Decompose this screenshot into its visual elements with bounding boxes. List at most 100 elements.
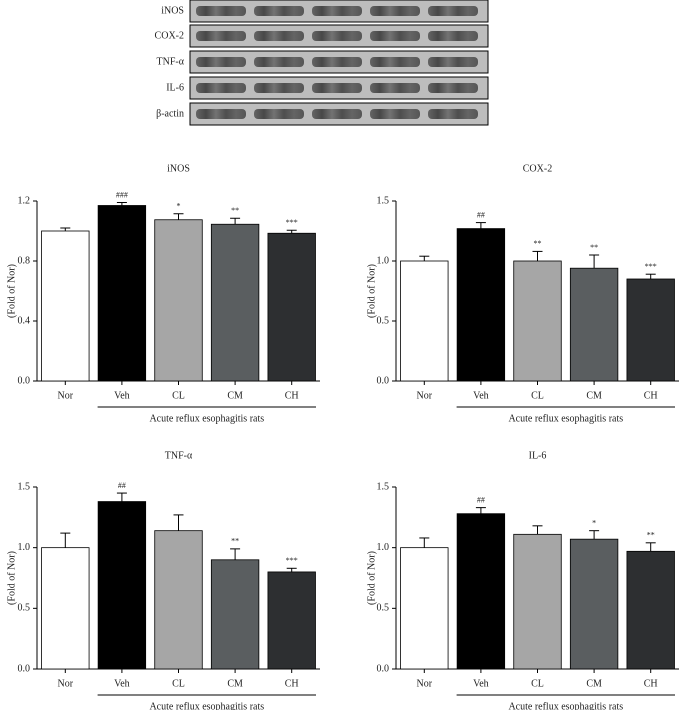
bar [513, 260, 562, 382]
y-tick-label: 0.5 [377, 315, 390, 326]
x-tick-label: CH [285, 678, 299, 689]
x-axis-label: Acute reflux esophagitis rats [149, 413, 264, 424]
significance-label: ** [231, 206, 239, 215]
y-tick-label: 0.5 [377, 603, 390, 614]
bar [626, 278, 675, 382]
blot-band [196, 6, 246, 16]
significance-label: *** [645, 262, 657, 271]
blot-band [312, 109, 362, 119]
significance-label: ** [590, 243, 598, 252]
chart-title: iNOS [167, 163, 190, 174]
x-tick-label: Veh [473, 678, 489, 689]
x-axis-label: Acute reflux esophagitis rats [149, 701, 264, 710]
x-tick-label: CH [644, 390, 658, 401]
bar [210, 559, 260, 670]
y-tick-label: 1.0 [18, 542, 31, 553]
blot-band [254, 109, 304, 119]
bar [267, 571, 316, 670]
x-tick-label: CL [531, 678, 544, 689]
blot-band [196, 31, 246, 41]
significance-label: ** [647, 531, 655, 540]
y-axis-label: (Fold of Nor) [366, 551, 377, 605]
x-tick-label: Nor [58, 390, 74, 401]
bar [41, 230, 90, 382]
x-tick-label: CL [172, 390, 185, 401]
x-tick-label: CM [586, 390, 602, 401]
bar [400, 260, 449, 382]
significance-label: ## [118, 481, 126, 490]
x-tick-label: Veh [114, 390, 130, 401]
blot-label: COX-2 [155, 30, 184, 41]
y-tick-label: 0.8 [18, 255, 31, 266]
bar [41, 547, 90, 670]
y-tick-label: 0.0 [18, 663, 31, 674]
y-tick-label: 0.4 [18, 315, 31, 326]
blot-band [428, 57, 478, 67]
bar [210, 223, 260, 382]
x-tick-label: Veh [114, 678, 130, 689]
blot-band [370, 83, 420, 93]
bar [456, 228, 506, 382]
bar [626, 550, 675, 670]
blot-band [312, 31, 362, 41]
bar [400, 547, 449, 670]
significance-label: * [177, 202, 181, 211]
blot-band [428, 31, 478, 41]
x-tick-label: CM [227, 678, 243, 689]
y-tick-label: 1.0 [377, 542, 390, 553]
y-tick-label: 1.5 [377, 195, 390, 206]
y-tick-label: 1.5 [18, 481, 31, 492]
significance-label: ### [116, 190, 128, 199]
bar [569, 267, 619, 382]
blot-band [254, 57, 304, 67]
x-axis-label: Acute reflux esophagitis rats [508, 413, 623, 424]
blot-label: iNOS [161, 5, 184, 16]
blot-band [370, 31, 420, 41]
blot-label: β-actin [156, 108, 184, 119]
x-tick-label: CM [227, 390, 243, 401]
significance-label: ## [477, 210, 485, 219]
y-tick-label: 0.0 [377, 375, 390, 386]
blot-band [254, 83, 304, 93]
blot-band [428, 83, 478, 93]
blot-band [370, 109, 420, 119]
y-tick-label: 0.5 [18, 603, 31, 614]
y-axis-label: (Fold of Nor) [366, 264, 377, 318]
bar [513, 533, 562, 670]
bar [154, 530, 203, 670]
significance-label: * [592, 519, 596, 528]
chart-title: IL-6 [529, 450, 547, 461]
blot-band [196, 57, 246, 67]
y-tick-label: 1.5 [377, 481, 390, 492]
significance-label: ** [534, 239, 542, 248]
bar [267, 232, 316, 382]
blot-band [312, 6, 362, 16]
x-tick-label: Nor [417, 390, 433, 401]
x-tick-label: CH [285, 390, 299, 401]
bar [456, 513, 506, 670]
chart-title: COX-2 [523, 163, 552, 174]
x-tick-label: CL [172, 678, 185, 689]
x-tick-label: CL [531, 390, 544, 401]
blot-band [196, 83, 246, 93]
bar [97, 501, 147, 670]
y-axis-label: (Fold of Nor) [6, 551, 17, 605]
blot-band [428, 6, 478, 16]
blot-band [370, 6, 420, 16]
blot-band [254, 6, 304, 16]
y-axis-label: (Fold of Nor) [6, 264, 17, 318]
x-tick-label: CH [644, 678, 658, 689]
blot-band [312, 57, 362, 67]
chart-title: TNF-α [165, 450, 193, 461]
x-tick-label: Nor [58, 678, 74, 689]
bar [154, 219, 203, 382]
y-tick-label: 1.0 [377, 255, 390, 266]
significance-label: *** [286, 556, 298, 565]
blot-band [196, 109, 246, 119]
bar [569, 538, 619, 670]
x-axis-label: Acute reflux esophagitis rats [508, 701, 623, 710]
x-tick-label: Nor [417, 678, 433, 689]
x-tick-label: CM [586, 678, 602, 689]
y-tick-label: 1.2 [18, 195, 31, 206]
